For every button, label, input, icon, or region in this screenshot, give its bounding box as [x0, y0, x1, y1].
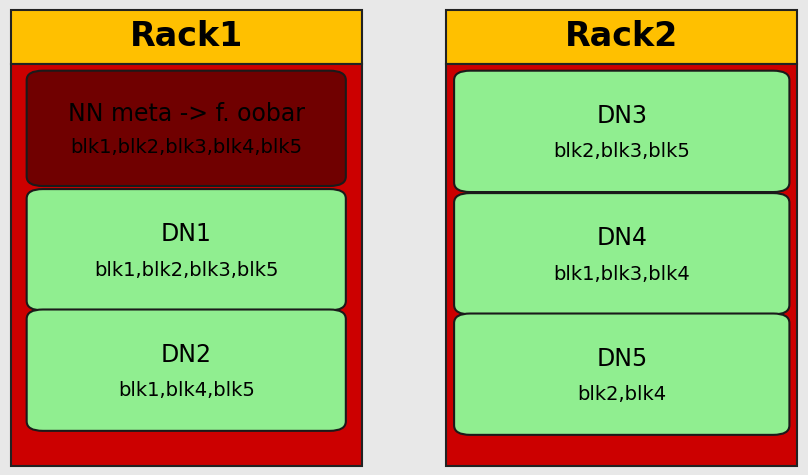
FancyBboxPatch shape: [27, 189, 346, 311]
Text: Rack2: Rack2: [565, 20, 679, 53]
FancyBboxPatch shape: [27, 71, 346, 186]
FancyBboxPatch shape: [454, 314, 789, 435]
Text: blk1,blk2,blk3,blk5: blk1,blk2,blk3,blk5: [94, 261, 279, 280]
Text: NN meta -> f. oobar: NN meta -> f. oobar: [68, 102, 305, 126]
Text: Rack1: Rack1: [129, 20, 243, 53]
Text: DN5: DN5: [596, 347, 647, 371]
FancyBboxPatch shape: [11, 64, 362, 466]
Text: DN4: DN4: [596, 227, 647, 250]
Text: DN1: DN1: [161, 222, 212, 247]
FancyBboxPatch shape: [11, 10, 362, 64]
FancyBboxPatch shape: [454, 71, 789, 192]
Text: blk1,blk4,blk5: blk1,blk4,blk5: [118, 381, 255, 400]
Text: blk2,blk3,blk5: blk2,blk3,blk5: [553, 142, 690, 162]
FancyBboxPatch shape: [446, 64, 797, 466]
Text: blk2,blk4: blk2,blk4: [577, 385, 667, 404]
Text: blk1,blk2,blk3,blk4,blk5: blk1,blk2,blk3,blk4,blk5: [70, 138, 302, 157]
Text: blk1,blk3,blk4: blk1,blk3,blk4: [553, 265, 690, 284]
Text: DN3: DN3: [596, 104, 647, 128]
FancyBboxPatch shape: [27, 310, 346, 431]
FancyBboxPatch shape: [454, 193, 789, 314]
Text: DN2: DN2: [161, 343, 212, 367]
FancyBboxPatch shape: [446, 10, 797, 64]
